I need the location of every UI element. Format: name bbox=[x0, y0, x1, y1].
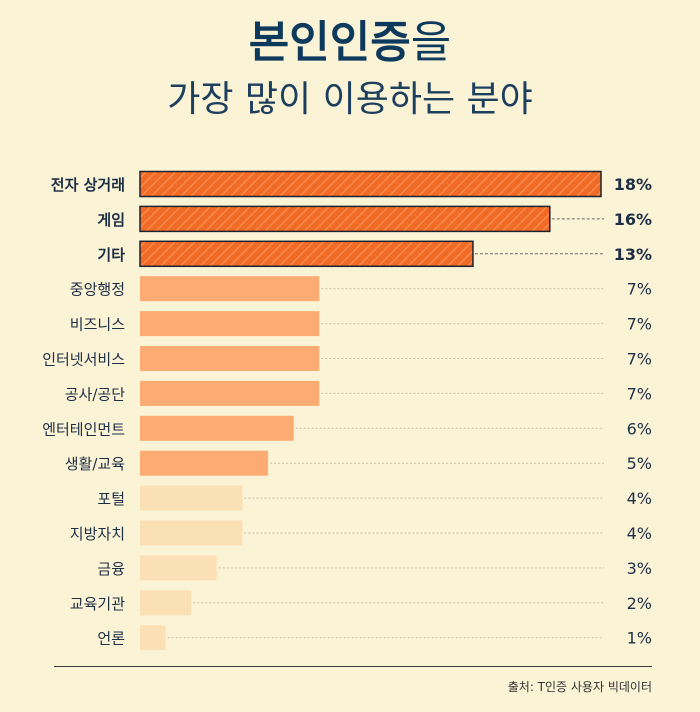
bar bbox=[140, 380, 320, 406]
value-label: 1% bbox=[627, 629, 652, 648]
bar bbox=[139, 205, 551, 233]
value-label: 4% bbox=[627, 524, 652, 543]
footer-divider bbox=[54, 666, 652, 667]
category-label: 게임 bbox=[97, 211, 125, 229]
category-label: 지방자치 bbox=[70, 525, 125, 543]
category-label: 포털 bbox=[97, 490, 125, 508]
category-label: 공사/공단 bbox=[65, 385, 125, 403]
value-label: 4% bbox=[627, 489, 652, 508]
bar bbox=[140, 520, 243, 546]
category-label: 비즈니스 bbox=[70, 316, 125, 334]
category-label: 엔터테인먼트 bbox=[42, 420, 125, 438]
bar bbox=[140, 485, 243, 511]
category-label: 금융 bbox=[97, 560, 125, 578]
category-label: 인터넷서비스 bbox=[42, 351, 125, 369]
title-line-2: 가장 많이 이용하는 분야 bbox=[167, 79, 533, 120]
category-label: 기타 bbox=[97, 246, 125, 264]
bar bbox=[139, 240, 474, 268]
value-label: 7% bbox=[627, 280, 652, 299]
bar bbox=[140, 625, 166, 651]
source-note: 출처: T인증 사용자 빅데이터 bbox=[507, 680, 652, 694]
value-label: 6% bbox=[627, 419, 652, 438]
value-label: 7% bbox=[627, 315, 652, 334]
category-label: 중앙행정 bbox=[70, 281, 125, 299]
bar bbox=[140, 555, 217, 581]
bar bbox=[140, 311, 320, 337]
value-label: 2% bbox=[627, 594, 652, 613]
bar bbox=[140, 415, 294, 441]
value-label: 7% bbox=[627, 384, 652, 403]
value-label: 13% bbox=[614, 245, 652, 264]
bar bbox=[140, 276, 320, 302]
value-label: 3% bbox=[627, 559, 652, 578]
value-label: 16% bbox=[614, 210, 652, 229]
value-label: 5% bbox=[627, 454, 652, 473]
category-label: 전자 상거래 bbox=[51, 176, 125, 194]
bar bbox=[140, 590, 192, 616]
bar bbox=[140, 346, 320, 371]
title-highlight: 본인인증 bbox=[248, 17, 411, 68]
bar bbox=[139, 170, 602, 198]
title-line-1: 본인인증을 bbox=[0, 14, 700, 72]
category-label: 교육기관 bbox=[70, 595, 125, 613]
title-suffix: 을 bbox=[410, 17, 452, 68]
chart-title: 본인인증을 가장 많이 이용하는 분야 bbox=[0, 14, 700, 126]
value-label: 18% bbox=[614, 175, 652, 194]
bar bbox=[140, 450, 269, 476]
category-label: 생활/교육 bbox=[65, 455, 125, 473]
category-label: 언론 bbox=[97, 630, 125, 648]
value-label: 7% bbox=[627, 350, 652, 369]
